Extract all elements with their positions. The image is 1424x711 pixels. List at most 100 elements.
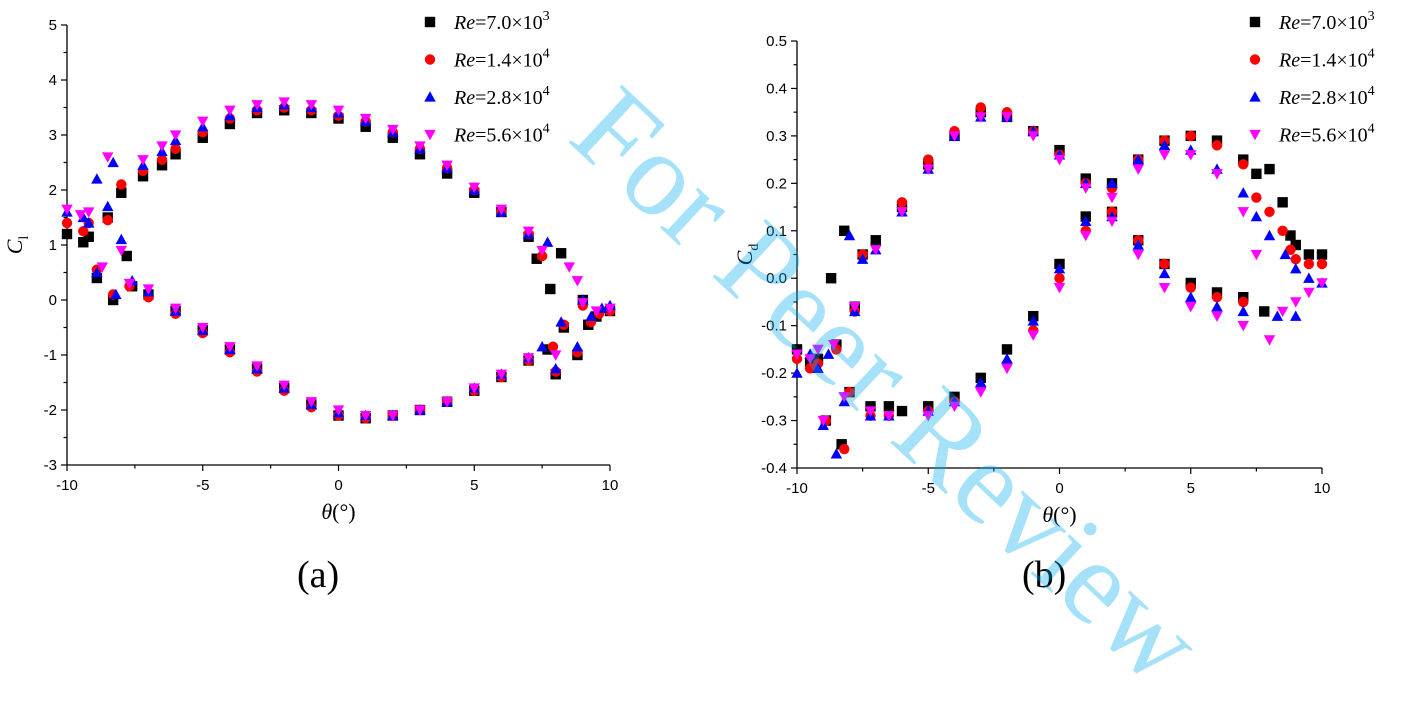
x-axis-label: θ(°) [1042, 502, 1076, 527]
data-point [1237, 305, 1249, 317]
data-point [1237, 207, 1249, 218]
data-point [975, 376, 987, 388]
data-point [1250, 249, 1263, 261]
data-point [870, 235, 881, 246]
y-axis-label-sub: l [17, 236, 32, 240]
panel-b-sublabel: (b) [1022, 554, 1067, 596]
data-point [359, 410, 372, 422]
data-point [169, 303, 182, 314]
data-point [495, 204, 508, 215]
data-point [83, 217, 95, 228]
data-point [1158, 283, 1171, 294]
y-tick-label: -2 [44, 402, 57, 419]
data-point [1001, 112, 1013, 123]
data-point [865, 401, 876, 412]
data-point [1285, 230, 1296, 241]
data-point [1290, 263, 1302, 274]
x-tick-label: -5 [196, 477, 209, 494]
data-point [1185, 130, 1196, 142]
data-point [1277, 197, 1288, 208]
data-point [305, 397, 318, 408]
legend-label-exp: 4 [543, 47, 550, 62]
legend-label-exp: 4 [1368, 84, 1375, 99]
data-point [839, 443, 850, 455]
data-point [849, 302, 861, 313]
legend-label-value: =2.8×10 [475, 87, 543, 109]
data-point [1211, 169, 1223, 180]
data-point [83, 207, 95, 218]
legend-label-exp: 3 [1368, 9, 1375, 24]
data-point [817, 415, 829, 427]
data-point [590, 306, 603, 317]
data-point [468, 383, 480, 394]
data-point [549, 363, 562, 374]
data-point [137, 155, 149, 166]
x-tick-label: -10 [56, 477, 78, 494]
data-point [536, 245, 548, 257]
legend-label-value: =5.6×10 [1300, 125, 1368, 147]
data-point [61, 217, 73, 229]
data-point [883, 401, 895, 412]
data-point [822, 348, 835, 359]
legend-label-re: Re [453, 87, 475, 109]
data-point [360, 121, 371, 132]
data-point [1263, 229, 1276, 241]
data-point [1316, 258, 1328, 270]
data-point [441, 397, 453, 408]
legend-label-exp: 4 [543, 122, 550, 137]
data-point [169, 130, 182, 141]
x-axis-label-main: θ [321, 499, 332, 524]
data-point [1159, 258, 1170, 270]
data-point [387, 132, 398, 143]
legend-marker [1249, 129, 1261, 141]
data-point [804, 363, 816, 374]
data-point [102, 200, 114, 212]
data-point [251, 100, 263, 111]
data-point [278, 380, 290, 391]
x-tick-label: -10 [786, 480, 808, 497]
data-point [387, 410, 399, 422]
y-tick-label: 4 [49, 72, 57, 89]
data-point [1053, 263, 1066, 274]
y-axis-label: Cd [732, 244, 762, 266]
data-point [1277, 225, 1288, 236]
x-axis-label: θ(°) [321, 499, 355, 524]
data-point [1211, 311, 1223, 322]
data-point [1053, 154, 1066, 166]
legend-label-re: Re [453, 12, 475, 34]
data-point [332, 105, 345, 116]
data-point [975, 387, 987, 398]
x-tick-label: 0 [1055, 480, 1063, 497]
y-axis-label-main: C [732, 250, 757, 265]
data-point [102, 215, 113, 226]
data-point [1080, 230, 1092, 242]
data-point [836, 439, 847, 450]
y-tick-label: -0.2 [761, 365, 787, 382]
x-tick-label: 5 [470, 477, 478, 494]
data-point [1211, 292, 1223, 303]
y-tick-label: -0.3 [761, 413, 787, 430]
x-tick-label: 10 [1314, 480, 1331, 497]
data-point [83, 231, 94, 242]
legend-label-exp: 4 [1368, 47, 1375, 62]
legend-marker [1249, 16, 1261, 28]
legend-label: Re=7.0×103 [453, 9, 550, 34]
data-point [1054, 273, 1065, 284]
y-tick-label: 3 [49, 127, 57, 144]
data-point [791, 367, 803, 378]
data-point [896, 207, 908, 218]
x-axis-label-unit: (°) [332, 499, 355, 524]
data-point [571, 341, 584, 352]
data-point [571, 276, 584, 287]
data-point [170, 149, 181, 160]
data-point [359, 113, 372, 125]
chart-panel-b: -10 -5 0 5 10 -0.4 -0.3 -0.2 -0.1 0.0 0.1 0.2 0.3 0.4… [732, 9, 1375, 527]
data-point [555, 316, 567, 327]
data-point [1263, 335, 1276, 346]
legend-label: Re=7.0×103 [1278, 9, 1375, 34]
data-point [843, 229, 856, 241]
data-point [531, 253, 542, 264]
data-point [123, 278, 136, 290]
data-point [414, 149, 426, 160]
